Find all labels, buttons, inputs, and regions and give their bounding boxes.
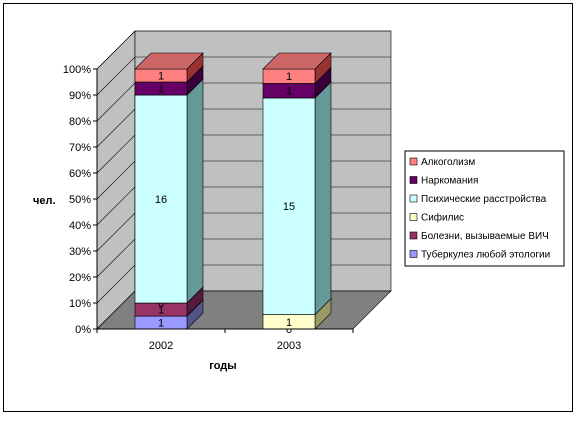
legend-swatch	[409, 250, 418, 258]
bar-segment-side	[186, 78, 204, 304]
bar-segment	[262, 97, 316, 315]
y-tick-label: 90%	[69, 90, 91, 102]
legend-entry: Сифилис	[421, 212, 464, 224]
legend-entry: Болезни, вызываемые ВИЧ	[421, 231, 549, 242]
x-tick-label: 2002	[149, 340, 173, 352]
data-label: 1	[158, 305, 164, 317]
chart-border	[3, 3, 573, 412]
gridline-side	[96, 186, 136, 226]
legend-entry: Алкоголизм	[421, 157, 475, 168]
legend-swatch	[409, 176, 418, 184]
legend-entry: Психические расстройства	[421, 194, 547, 205]
legend-box	[404, 150, 565, 267]
bar-segment-side	[314, 81, 332, 316]
bar-segment-top	[134, 52, 204, 70]
data-label: 1	[158, 318, 164, 330]
bar-segment	[134, 94, 188, 304]
data-label: 16	[155, 194, 167, 206]
gridline-side	[96, 56, 136, 96]
data-label: 1	[286, 317, 292, 329]
legend-swatch	[409, 194, 418, 203]
y-tick-label: 80%	[69, 116, 91, 128]
y-tick-label: 100%	[63, 64, 91, 76]
y-tick-label: 40%	[69, 220, 91, 232]
legend-swatch	[409, 213, 418, 221]
data-label: 1	[286, 71, 292, 83]
legend-entry: Туберкулез любой этологии	[421, 249, 550, 261]
y-tick-label: 50%	[69, 194, 91, 206]
gridline-side	[96, 134, 136, 174]
gridline-side	[96, 238, 136, 278]
legend-entry: Наркомания	[421, 176, 478, 187]
gridline-side	[96, 212, 136, 252]
bars: 11016110011511	[134, 52, 332, 336]
gridline-side	[96, 82, 136, 122]
gridline-side	[96, 160, 136, 200]
y-tick-label: 0%	[75, 324, 91, 336]
bar-segment-top	[262, 52, 332, 70]
y-tick-label: 70%	[69, 142, 91, 154]
gridline-side	[96, 290, 136, 330]
gridline-side	[96, 264, 136, 304]
data-label: 15	[283, 201, 295, 213]
data-label: 1	[286, 86, 292, 98]
gridline-side	[96, 108, 136, 148]
y-tick-label: 60%	[69, 168, 91, 180]
y-tick-label: 10%	[69, 298, 91, 310]
data-label: 1	[158, 71, 164, 83]
gridline-side	[96, 30, 136, 70]
legend-swatch	[409, 231, 418, 240]
data-label: 0	[158, 298, 164, 310]
legend: Алкоголизм Наркомания Психические расстрой…	[404, 150, 565, 267]
axes: 0% 10% 20% 30% 40% 50% 60% 70% 80% 90% 100% 2002 200…	[63, 64, 354, 352]
x-tick-label: 2003	[277, 340, 301, 352]
x-axis-label: годы	[209, 360, 236, 372]
y-axis-label: чел.	[33, 195, 56, 207]
y-tick-label: 20%	[69, 272, 91, 284]
bar-stack: 0011511	[262, 52, 332, 336]
y-tick-label: 30%	[69, 246, 91, 258]
data-label: 1	[158, 84, 164, 96]
data-label: 0	[286, 324, 292, 336]
legend-swatch	[409, 157, 418, 166]
